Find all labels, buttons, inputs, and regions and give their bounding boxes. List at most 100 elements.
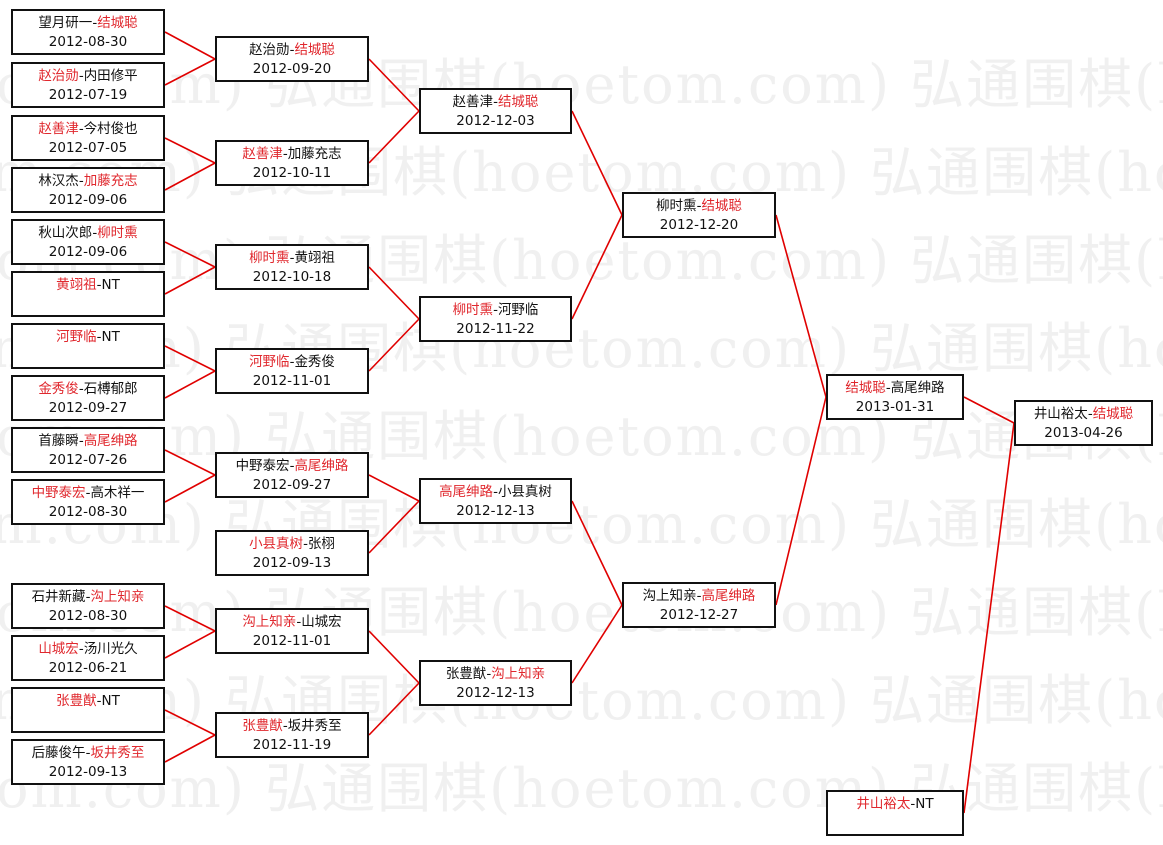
match-players: 小县真树-张栩 bbox=[217, 535, 367, 554]
separator: - bbox=[78, 641, 84, 657]
player-1: 金秀俊 bbox=[38, 381, 79, 397]
match-date: 2012-08-30 bbox=[48, 504, 128, 520]
player-2: 汤川光久 bbox=[83, 641, 138, 657]
separator: - bbox=[92, 15, 98, 31]
match-box: 中野泰宏-高木祥一 2012-08-30 bbox=[11, 479, 165, 525]
match-date: 2012-09-06 bbox=[48, 244, 128, 260]
player-1: 沟上知亲 bbox=[642, 588, 697, 604]
player-2: NT bbox=[915, 796, 934, 812]
player-1: 柳时熏 bbox=[656, 198, 697, 214]
match-date: 2012-09-20 bbox=[252, 61, 332, 77]
match-date: 2012-11-19 bbox=[252, 737, 332, 753]
player-2: 加藤充志 bbox=[287, 146, 342, 162]
match-date: 2012-12-20 bbox=[659, 217, 739, 233]
player-2: 高尾绅路 bbox=[890, 380, 945, 396]
separator: - bbox=[282, 146, 288, 162]
match-box: 中野泰宏-高尾绅路 2012-09-27 bbox=[215, 452, 369, 498]
match-box: 张豊猷-沟上知亲 2012-12-13 bbox=[419, 660, 572, 706]
player-1: 中野泰宏 bbox=[235, 458, 290, 474]
match-players: 张豊猷-坂井秀至 bbox=[217, 717, 367, 736]
player-1: 河野临 bbox=[249, 354, 290, 370]
separator: - bbox=[493, 94, 498, 110]
match-players: 中野泰宏-高尾绅路 bbox=[217, 457, 367, 476]
match-players: 柳时熏-结城聪 bbox=[624, 197, 774, 216]
separator: - bbox=[885, 380, 891, 396]
bracket-connector bbox=[571, 110, 623, 216]
match-date: 2012-08-30 bbox=[48, 608, 128, 624]
bracket-connector bbox=[164, 58, 216, 86]
match-box: 秋山次郎-柳时熏 2012-09-06 bbox=[11, 219, 165, 265]
player-2: 高尾绅路 bbox=[701, 588, 756, 604]
match-date: 2012-09-06 bbox=[48, 192, 128, 208]
match-box: 高尾绅路-小县真树 2012-12-13 bbox=[419, 478, 572, 524]
match-players: 赵治勋-内田修平 bbox=[13, 67, 163, 86]
player-1: 林汉杰 bbox=[38, 173, 79, 189]
match-players: 首藤瞬-高尾绅路 bbox=[13, 432, 163, 451]
match-players: 河野临-金秀俊 bbox=[217, 353, 367, 372]
separator: - bbox=[282, 718, 288, 734]
player-1: 赵善津 bbox=[38, 121, 79, 137]
player-2: 今村俊也 bbox=[83, 121, 138, 137]
match-date: 2012-11-01 bbox=[252, 373, 332, 389]
match-box: 林汉杰-加藤充志 2012-09-06 bbox=[11, 167, 165, 213]
player-2: 结城聪 bbox=[1092, 406, 1134, 422]
match-date: 2012-10-11 bbox=[252, 165, 332, 181]
separator: - bbox=[296, 614, 302, 630]
player-2: 内田修平 bbox=[83, 68, 138, 84]
match-box: 山城宏-汤川光久 2012-06-21 bbox=[11, 635, 165, 681]
match-box: 柳时熏-黄翊祖 2012-10-18 bbox=[215, 244, 369, 290]
match-date bbox=[13, 347, 163, 366]
match-date: 2012-11-22 bbox=[456, 321, 535, 337]
player-1: 张豊猷 bbox=[445, 666, 487, 682]
match-box: 沟上知亲-山城宏 2012-11-01 bbox=[215, 608, 369, 654]
match-date: 2012-12-13 bbox=[456, 685, 535, 701]
separator: - bbox=[493, 302, 498, 318]
match-box: 张豊猷-坂井秀至 2012-11-19 bbox=[215, 712, 369, 758]
match-players: 柳时熏-黄翊祖 bbox=[217, 249, 367, 268]
match-players: 赵善津-结城聪 bbox=[421, 93, 570, 112]
match-box: 柳时熏-河野临 2012-11-22 bbox=[419, 296, 572, 342]
player-2: 加藤充志 bbox=[83, 173, 138, 189]
match-players: 赵善津-加藤充志 bbox=[217, 145, 367, 164]
match-box: 石井新藏-沟上知亲 2012-08-30 bbox=[11, 583, 165, 629]
match-box: 张豊猷-NT bbox=[11, 687, 165, 733]
separator: - bbox=[493, 484, 498, 500]
separator: - bbox=[486, 666, 492, 682]
player-2: 结城聪 bbox=[97, 15, 138, 31]
match-players: 后藤俊午-坂井秀至 bbox=[13, 744, 163, 763]
player-2: 结城聪 bbox=[701, 198, 742, 214]
match-players: 结城聪-高尾绅路 bbox=[828, 379, 962, 398]
match-date: 2012-09-13 bbox=[48, 764, 128, 780]
match-box: 黄翊祖-NT bbox=[11, 271, 165, 317]
player-1: 石井新藏 bbox=[31, 589, 86, 605]
bracket-connector bbox=[368, 110, 420, 164]
separator: - bbox=[78, 173, 84, 189]
player-2: 坂井秀至 bbox=[287, 718, 342, 734]
player-1: 首藤瞬 bbox=[38, 433, 79, 449]
bracket-connector bbox=[164, 474, 216, 503]
match-box: 望月研一-结城聪 2012-08-30 bbox=[11, 9, 165, 55]
player-1: 秋山次郎 bbox=[38, 225, 93, 241]
match-box: 沟上知亲-高尾绅路 2012-12-27 bbox=[622, 582, 776, 628]
bracket-connector bbox=[164, 345, 216, 372]
match-date: 2012-11-01 bbox=[252, 633, 332, 649]
player-2: 河野临 bbox=[497, 302, 539, 318]
separator: - bbox=[78, 433, 84, 449]
player-2: 沟上知亲 bbox=[491, 666, 546, 682]
match-box: 赵善津-加藤充志 2012-10-11 bbox=[215, 140, 369, 186]
player-2: 坂井秀至 bbox=[90, 745, 145, 761]
match-date: 2012-12-13 bbox=[456, 503, 535, 519]
match-box: 赵治勋-内田修平 2012-07-19 bbox=[11, 62, 165, 108]
player-2: 结城聪 bbox=[294, 42, 335, 58]
bracket-connector bbox=[775, 396, 827, 606]
bracket-connector bbox=[368, 318, 420, 372]
match-players: 张豊猷-NT bbox=[13, 692, 163, 711]
match-players: 望月研一-结城聪 bbox=[13, 14, 163, 33]
match-players: 金秀俊-石榑郁郎 bbox=[13, 380, 163, 399]
match-date: 2012-08-30 bbox=[48, 34, 128, 50]
separator: - bbox=[696, 198, 702, 214]
player-1: 赵治勋 bbox=[38, 68, 79, 84]
player-2: NT bbox=[101, 693, 120, 709]
